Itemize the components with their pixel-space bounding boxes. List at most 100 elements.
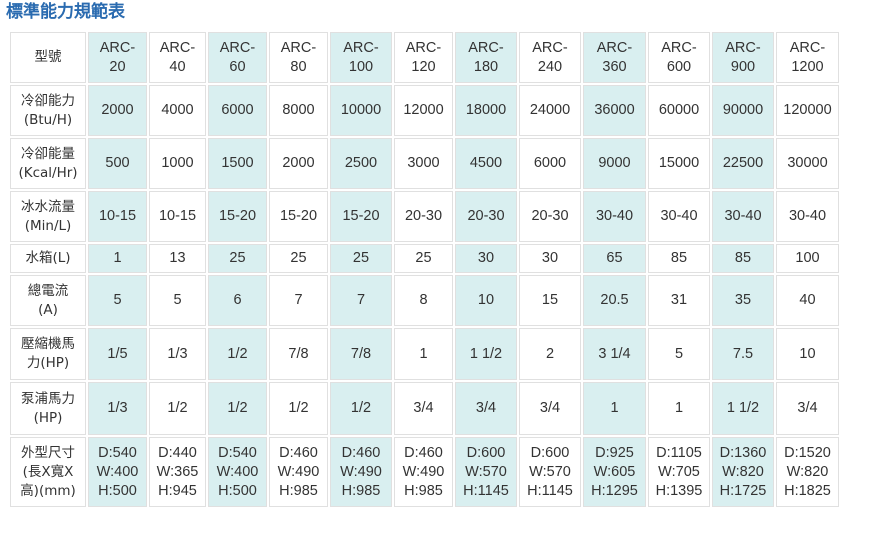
model-header: ARC- 100 (330, 32, 392, 83)
cell-text: 90000 (722, 102, 764, 118)
cell-text: D:600 (466, 444, 506, 461)
cell-text: 180 (473, 58, 499, 75)
cell-text: 65 (606, 250, 623, 266)
table-cell: 1 1/2 (712, 382, 774, 435)
table-cell: 30 (519, 244, 581, 273)
cell-text: 25 (229, 250, 246, 266)
model-header: ARC- 240 (519, 32, 581, 83)
table-cell: 1/2 (330, 382, 392, 435)
cell-text: 泵浦馬力 (21, 390, 75, 407)
table-cell: 25 (394, 244, 453, 273)
cell-text: 30 (477, 250, 495, 266)
cell-text: ARC- (343, 39, 379, 56)
cell-text: (Btu/H) (23, 111, 73, 128)
cell-text: 1 (674, 400, 684, 416)
cell-text: D:540 (98, 444, 137, 461)
model-header: ARC- 60 (208, 32, 267, 83)
table-cell: 1 1/2 (455, 328, 517, 380)
table-cell: 12000 (394, 85, 453, 136)
cell-text: H:985 (404, 482, 443, 499)
table-cell: 1500 (208, 138, 267, 189)
table-cell: 3/4 (776, 382, 839, 435)
cell-text: 1/2 (288, 400, 309, 416)
table-cell: 3/4 (394, 382, 453, 435)
cell-text: 13 (169, 250, 186, 266)
cell-text: 25 (352, 250, 370, 266)
table-cell: 1/2 (269, 382, 328, 435)
cell-text: 1 (419, 345, 428, 362)
page-title: 標準能力規範表 (6, 2, 125, 22)
row-label: 冰水流量 (Min/L) (10, 191, 86, 242)
cell-text: W:490 (340, 463, 382, 480)
cell-text: 1/5 (107, 345, 128, 362)
table-cell: 1/3 (88, 382, 147, 435)
cell-text: W:820 (786, 463, 829, 480)
cell-text: 9000 (598, 155, 631, 171)
cell-text: H:985 (341, 482, 381, 499)
table-cell: 10000 (330, 85, 392, 136)
table-cell: 30-40 (583, 191, 646, 242)
cell-text: 100 (348, 58, 374, 75)
table-cell: 7/8 (269, 328, 328, 380)
table-row: 水箱(L) 1 13 25 25 25 25 30 30 65 85 85 100 (10, 244, 839, 273)
cell-text: D:1520 (784, 444, 831, 461)
cell-text: ARC- (219, 39, 256, 56)
cell-text: ARC- (789, 39, 826, 56)
table-cell: 2 (519, 328, 581, 380)
cell-text: 10000 (340, 102, 382, 118)
cell-text: 10-15 (98, 208, 137, 224)
cell-text: 1 1/2 (726, 400, 760, 416)
table-cell: 7/8 (330, 328, 392, 380)
table-row: 壓縮機馬 力(HP) 1/5 1/3 1/2 7/8 7/8 1 1 1/2 2 3 1/4 5 7.5… (10, 328, 839, 380)
row-label: 壓縮機馬 力(HP) (10, 328, 86, 380)
cell-text: D:600 (530, 444, 570, 461)
cell-text: 30-40 (595, 208, 634, 224)
cell-text: ARC- (725, 39, 761, 56)
table-cell: 15-20 (269, 191, 328, 242)
table-cell: D:1105 W:705 H:1395 (648, 437, 710, 507)
table-cell: 1 (648, 382, 710, 435)
cell-text: (Min/L) (24, 217, 72, 234)
cell-text: 30-40 (660, 208, 698, 224)
table-cell: D:925 W:605 H:1295 (583, 437, 646, 507)
cell-text: 15-20 (342, 208, 380, 224)
cell-text: H:985 (279, 482, 318, 499)
cell-text: 7 (356, 292, 366, 308)
table-cell: 36000 (583, 85, 646, 136)
model-header: ARC- 120 (394, 32, 453, 83)
table-cell: 2000 (269, 138, 328, 189)
cell-text: 1200 (791, 58, 824, 75)
cell-text: 12000 (403, 102, 444, 118)
cell-text: 20-30 (404, 208, 443, 224)
table-row: 冰水流量 (Min/L) 10-15 10-15 15-20 15-20 15-20 20-3… (10, 191, 839, 242)
cell-text: 2 (545, 345, 555, 362)
cell-text: 4500 (469, 155, 503, 171)
table-cell: 10 (776, 328, 839, 380)
cell-text: 2000 (282, 155, 315, 171)
cell-text: 3/4 (475, 400, 497, 416)
cell-text: 25 (415, 250, 432, 266)
cell-text: (HP) (33, 409, 63, 426)
cell-text: 10 (477, 292, 495, 308)
table-cell: 90000 (712, 85, 774, 136)
table-cell: 15 (519, 275, 581, 326)
cell-text: 3 1/4 (598, 345, 631, 362)
model-header: ARC- 900 (712, 32, 774, 83)
table-cell: 1/3 (149, 328, 206, 380)
table-cell: 2000 (88, 85, 147, 136)
table-cell: 3 1/4 (583, 328, 646, 380)
table-cell: 8000 (269, 85, 328, 136)
row-label: 冷卻能量 (Kcal/Hr) (10, 138, 86, 189)
cell-text: 1 1/2 (469, 345, 503, 362)
cell-text: D:1105 (656, 444, 702, 461)
cell-text: 7/8 (288, 345, 309, 362)
cell-text: 500 (105, 155, 130, 171)
cell-text: W:400 (96, 463, 139, 480)
cell-text: 冷卻能力 (21, 92, 75, 109)
cell-text: H:1825 (784, 482, 831, 499)
table-cell: 500 (88, 138, 147, 189)
cell-text: 7.5 (732, 345, 754, 362)
cell-text: 36000 (594, 102, 635, 118)
table-row: 冷卻能量 (Kcal/Hr) 500 1000 1500 2000 2500 3000 4500… (10, 138, 839, 189)
cell-text: 2000 (101, 102, 134, 118)
